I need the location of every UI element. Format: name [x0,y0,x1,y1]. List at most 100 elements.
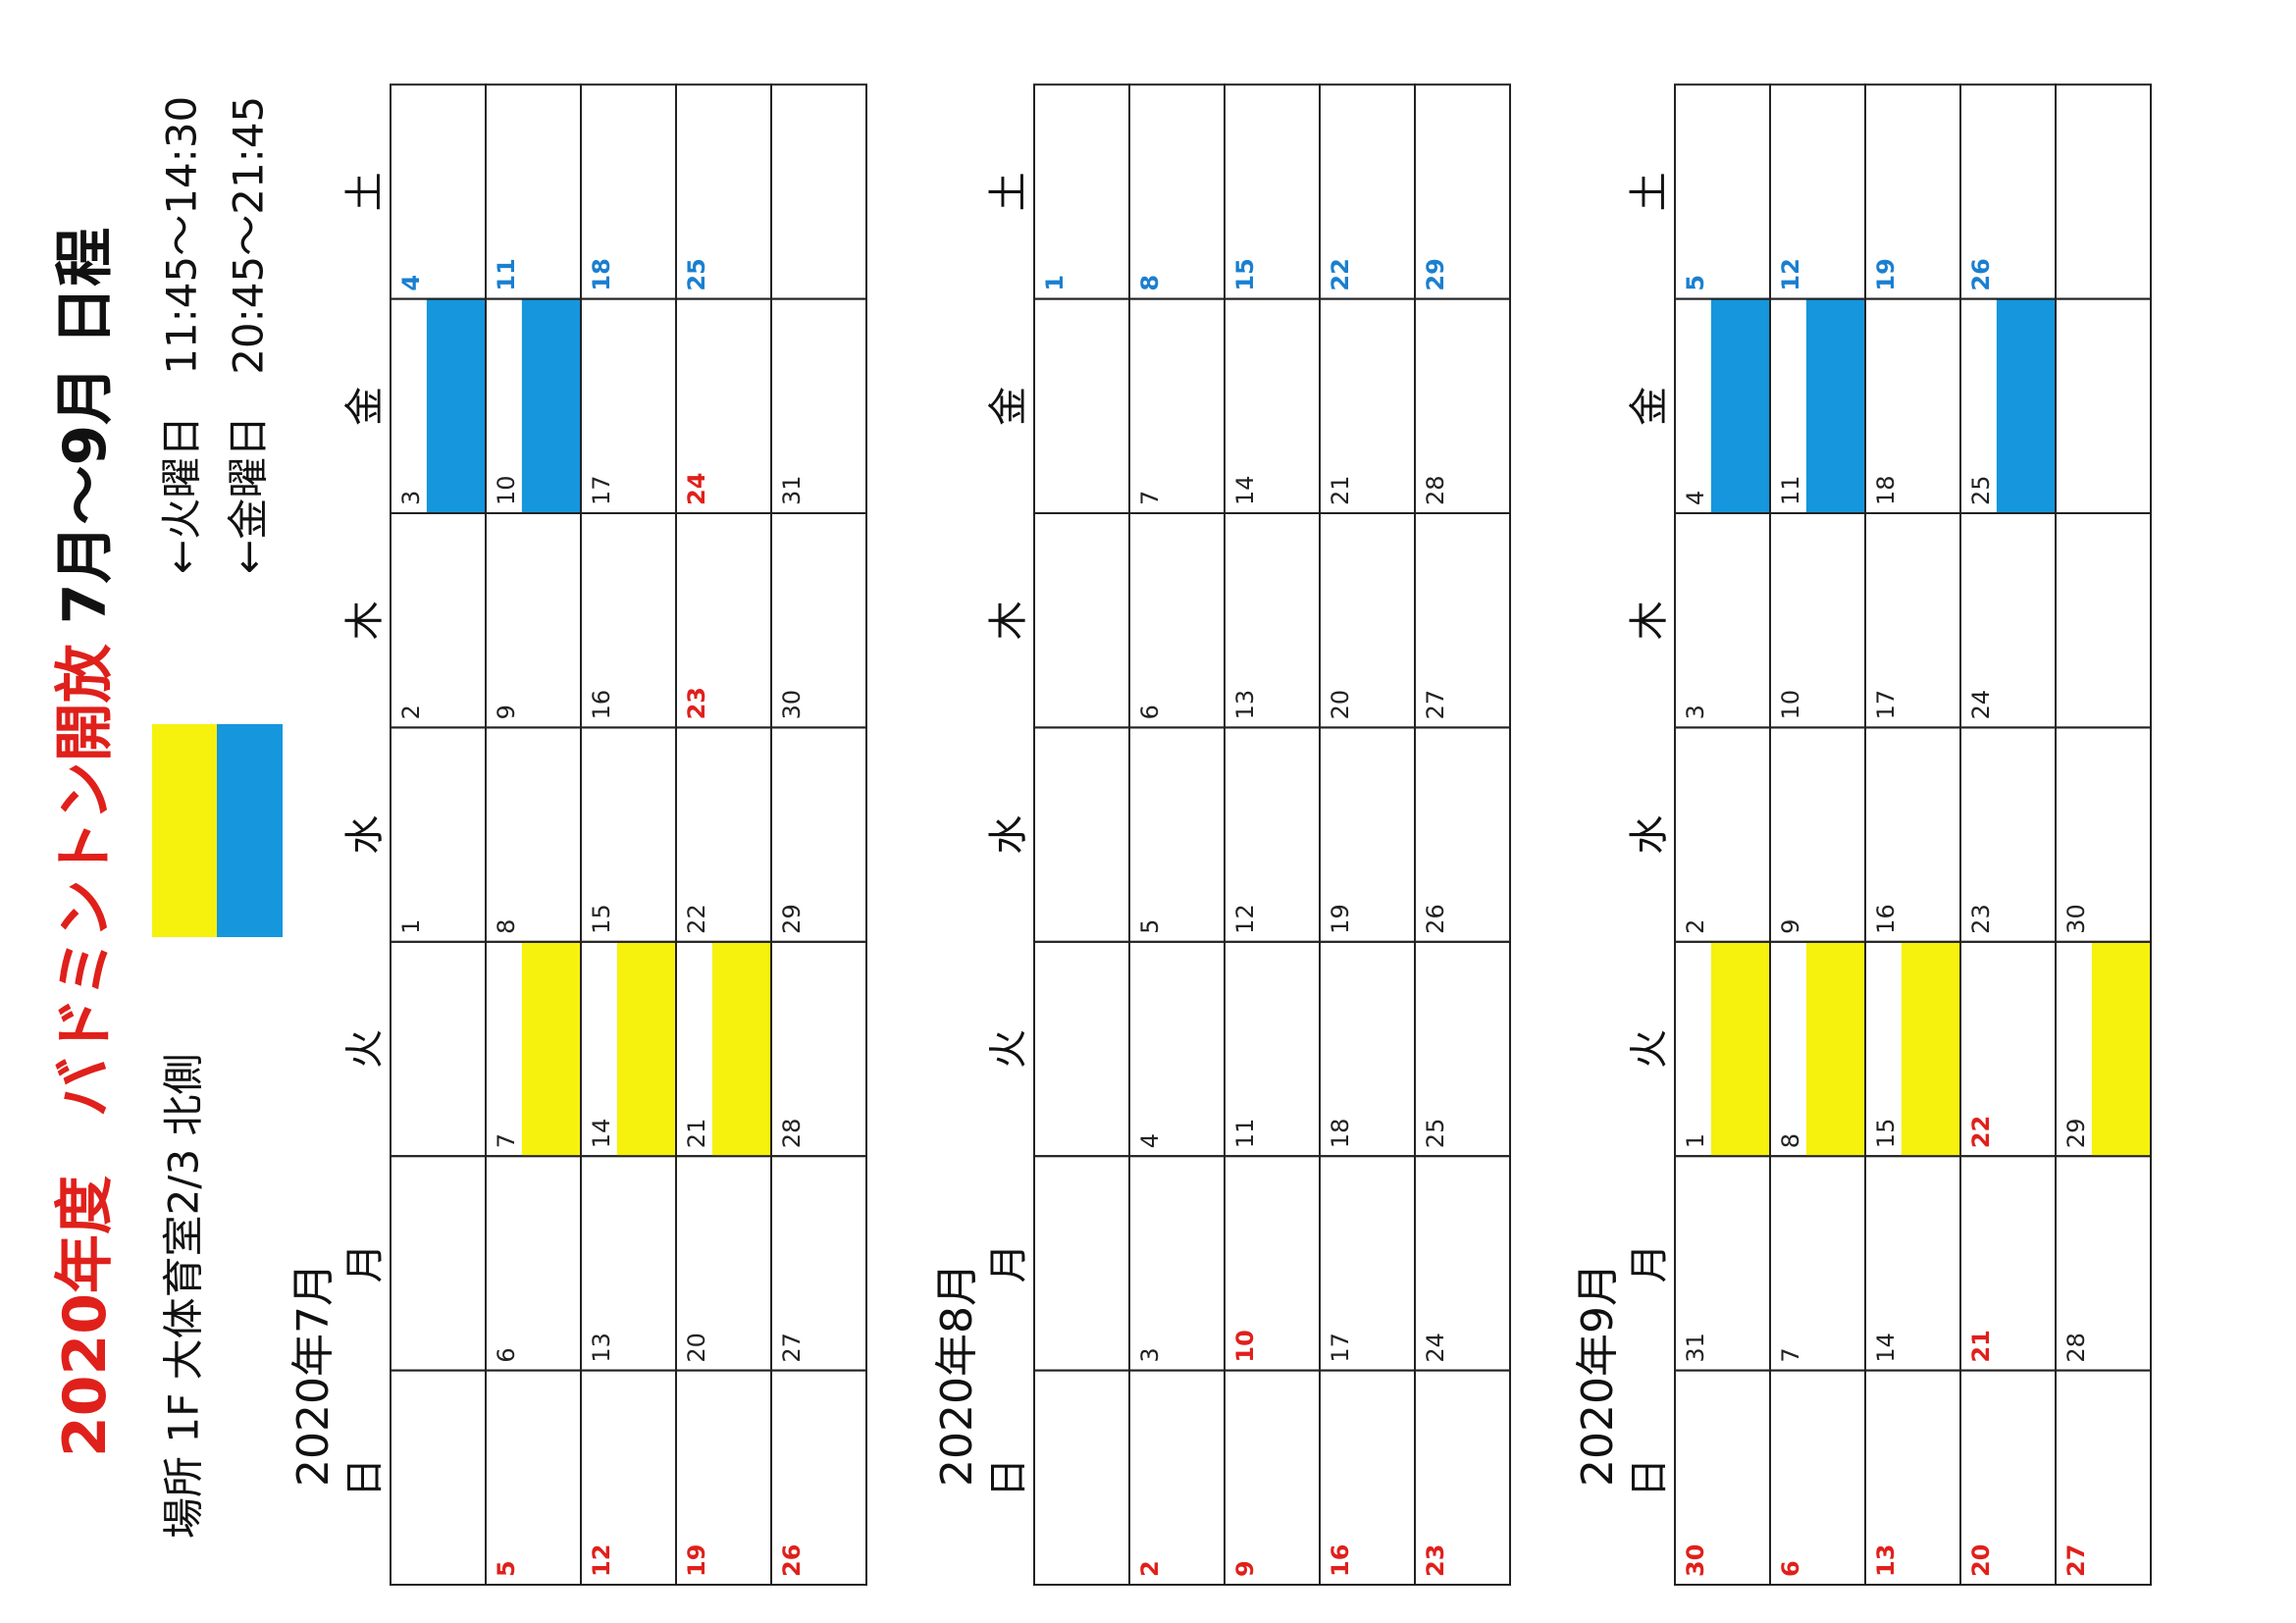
day-number: 12 [1777,258,1804,290]
day-number: 5 [493,1560,520,1577]
tuesday-slot [1805,941,1865,1157]
day-cell [390,83,487,300]
day-number: 15 [588,904,615,934]
day-number: 14 [588,1119,615,1149]
day-number: 28 [778,1119,806,1149]
weekday-label: 水 [1627,815,1672,855]
weekday-label: 火 [986,1029,1031,1069]
day-number: 21 [1967,1330,1995,1362]
day-cell [1128,297,1226,514]
tuesday-slot [2091,941,2152,1157]
day-number: 8 [1777,1133,1804,1148]
day-cell [390,726,487,943]
friday-slot [1996,298,2056,513]
day-number: 6 [1136,705,1164,719]
month-label: 2020年7月 [288,1263,339,1487]
weekday-label: 木 [986,601,1031,640]
day-number: 25 [1422,1119,1449,1149]
day-cell [1033,940,1130,1158]
day-cell [1769,1369,1866,1586]
day-number: 28 [1422,475,1449,505]
day-number: 1 [1041,275,1069,291]
weekday-label: 水 [986,815,1031,855]
day-number: 9 [1777,919,1804,934]
day-number: 3 [1682,705,1709,719]
day-number: 8 [493,919,520,934]
friday-slot [1805,298,1865,513]
title-red: 2020年度 バドミントン開放 [51,644,120,1457]
day-number: 1 [1682,1133,1709,1148]
day-number: 19 [1327,904,1354,934]
day-cell [485,1155,582,1372]
weekday-label: 水 [342,815,388,855]
day-cell [1769,726,1866,943]
weekday-label: 月 [342,1243,388,1283]
day-number: 27 [2062,1544,2090,1577]
day-number: 28 [2062,1333,2090,1363]
day-number: 15 [1872,1119,1900,1149]
weekday-label: 日 [1627,1458,1672,1497]
day-number: 25 [683,258,710,290]
day-number: 26 [778,1544,806,1577]
day-cell [485,512,582,729]
day-number: 9 [1231,1560,1259,1577]
day-number: 16 [1327,1544,1354,1577]
day-number: 27 [1422,690,1449,720]
day-cell [1769,1155,1866,1372]
day-number: 30 [1682,1544,1709,1577]
day-cell [1674,83,1771,300]
day-number: 12 [1231,904,1259,934]
day-number: 13 [588,1333,615,1363]
day-cell [390,1369,487,1586]
day-number: 14 [1872,1333,1900,1363]
tuesday-slot [711,941,771,1157]
day-number: 16 [588,690,615,720]
day-number: 23 [683,687,710,719]
tuesday-slot [1710,941,1770,1157]
day-number: 20 [1967,1544,1995,1577]
day-cell [770,83,867,300]
day-number: 26 [1422,904,1449,934]
weekday-label: 日 [986,1458,1031,1497]
day-number: 10 [1777,690,1804,720]
day-number: 2 [1682,919,1709,934]
day-number: 24 [1422,1333,1449,1363]
day-number: 29 [2062,1119,2090,1149]
day-number: 23 [1967,904,1995,934]
day-cell [1128,1155,1226,1372]
day-number: 16 [1872,904,1900,934]
day-cell [1674,726,1771,943]
friday-slot [521,298,581,513]
day-number: 13 [1872,1544,1900,1577]
day-number: 20 [1327,690,1354,720]
day-number: 17 [1872,690,1900,720]
day-number: 22 [1967,1116,1995,1148]
day-cell [1674,512,1771,729]
day-number: 2 [397,705,425,719]
day-cell [1128,1369,1226,1586]
day-number: 13 [1231,690,1259,720]
day-number: 24 [1967,690,1995,720]
day-number: 11 [1777,475,1804,505]
friday-slot [1710,298,1770,513]
weekday-label: 木 [342,601,388,640]
weekday-label: 火 [1627,1029,1672,1069]
day-number: 29 [1422,258,1449,290]
day-cell [1033,1155,1130,1372]
month-label: 2020年8月 [932,1263,982,1487]
day-number: 3 [1136,1347,1164,1362]
day-number: 4 [1136,1133,1164,1148]
day-number: 19 [1872,258,1900,290]
day-number: 10 [1231,1330,1259,1362]
weekday-label: 土 [986,172,1031,211]
day-number: 5 [1682,275,1709,291]
weekday-label: 土 [342,172,388,211]
day-number: 20 [683,1333,710,1363]
day-number: 18 [1872,475,1900,505]
day-cell [1033,1369,1130,1586]
day-cell [1033,297,1130,514]
day-number: 9 [493,705,520,719]
